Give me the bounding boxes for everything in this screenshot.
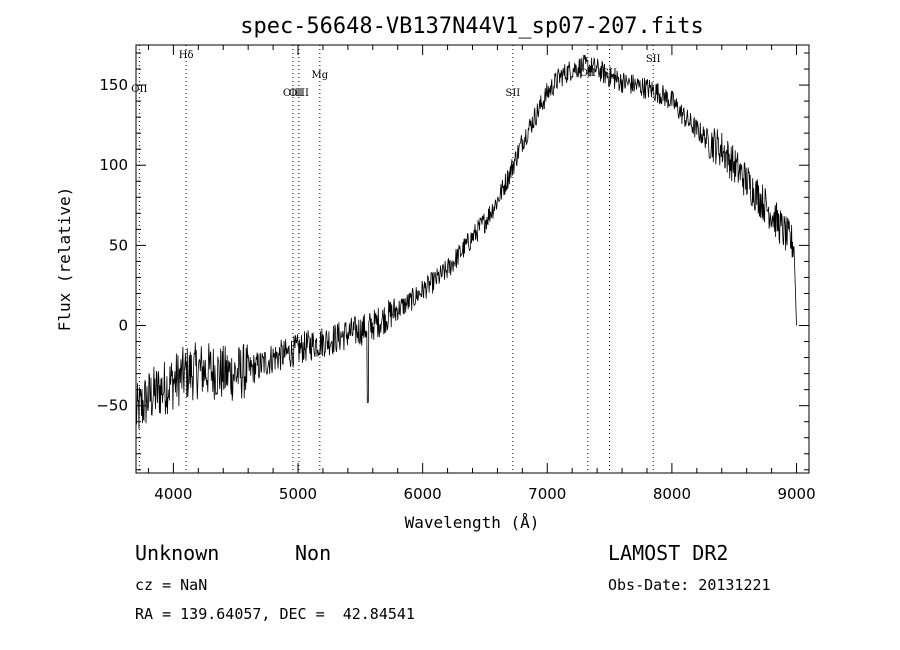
x-tick-label: 9000 — [777, 485, 815, 503]
object-subclass: Non — [295, 541, 332, 565]
plot-frame — [135, 44, 810, 474]
line-marker-label: Hδ — [179, 50, 194, 61]
y-tick-label: 100 — [99, 156, 128, 174]
line-marker-label: Mg — [312, 70, 329, 81]
x-tick-label: 6000 — [404, 485, 442, 503]
line-marker-label: OII — [131, 84, 147, 95]
survey-name: LAMOST DR2 — [608, 541, 729, 565]
line-marker-label: SII — [505, 88, 520, 99]
y-tick-label: −50 — [96, 397, 128, 415]
y-axis-label: Flux (relative) — [55, 187, 74, 332]
x-tick-label: 7000 — [528, 485, 566, 503]
x-tick-label: 8000 — [653, 485, 691, 503]
x-axis-label: Wavelength (Å) — [405, 513, 540, 532]
redshift-info: cz = NaN — [135, 576, 208, 594]
observation-date: Obs-Date: 20131221 — [608, 576, 771, 594]
y-tick-label: 0 — [118, 317, 128, 335]
x-axis: 4000 5000 6000 7000 8000 9000 — [147, 45, 816, 503]
object-class: Unknown — [135, 541, 220, 565]
x-tick-label: 5000 — [279, 485, 317, 503]
chart-title: spec-56648-VB137N44V1_sp07-207.fits — [240, 14, 704, 39]
y-tick-label: 50 — [109, 236, 128, 254]
line-marker-label: OIII — [283, 88, 303, 99]
y-tick-label: 150 — [99, 76, 128, 94]
y-axis: −50 0 50 100 150 — [96, 52, 809, 471]
coordinates: RA = 139.64057, DEC = 42.84541 — [135, 605, 415, 623]
line-marker-label: SII — [646, 54, 661, 65]
x-tick-label: 4000 — [154, 485, 192, 503]
line-marker-label: OIII — [289, 88, 309, 99]
spectrum-line — [135, 54, 797, 429]
